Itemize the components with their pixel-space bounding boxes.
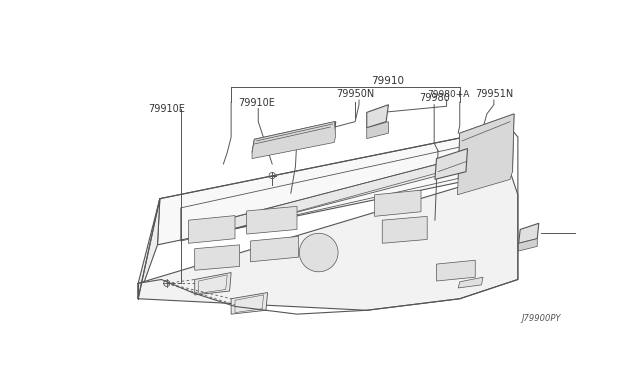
Text: 79980: 79980: [420, 93, 451, 103]
Polygon shape: [195, 245, 239, 270]
Polygon shape: [195, 273, 231, 295]
Text: 79910: 79910: [371, 76, 404, 86]
Text: 79980+A: 79980+A: [427, 90, 469, 99]
Polygon shape: [458, 114, 514, 179]
Text: 79910E: 79910E: [238, 98, 275, 108]
Polygon shape: [518, 239, 537, 251]
Polygon shape: [367, 105, 388, 128]
Polygon shape: [157, 128, 510, 245]
Polygon shape: [436, 260, 476, 281]
Text: J79900PY: J79900PY: [521, 314, 561, 323]
Polygon shape: [250, 236, 298, 262]
Polygon shape: [189, 216, 235, 243]
Circle shape: [300, 233, 338, 272]
Polygon shape: [374, 190, 421, 217]
Polygon shape: [138, 172, 518, 310]
Polygon shape: [367, 122, 388, 139]
Polygon shape: [252, 122, 336, 153]
Polygon shape: [246, 206, 297, 234]
Text: 79951N: 79951N: [476, 89, 514, 99]
Polygon shape: [252, 122, 336, 158]
Polygon shape: [216, 153, 483, 233]
Text: 79950N: 79950N: [336, 89, 374, 99]
Polygon shape: [231, 293, 268, 314]
Polygon shape: [458, 277, 483, 288]
Polygon shape: [458, 114, 514, 195]
Polygon shape: [382, 217, 428, 243]
Text: 79910E: 79910E: [148, 104, 185, 114]
Polygon shape: [435, 148, 467, 179]
Polygon shape: [518, 223, 539, 243]
Polygon shape: [138, 199, 160, 299]
